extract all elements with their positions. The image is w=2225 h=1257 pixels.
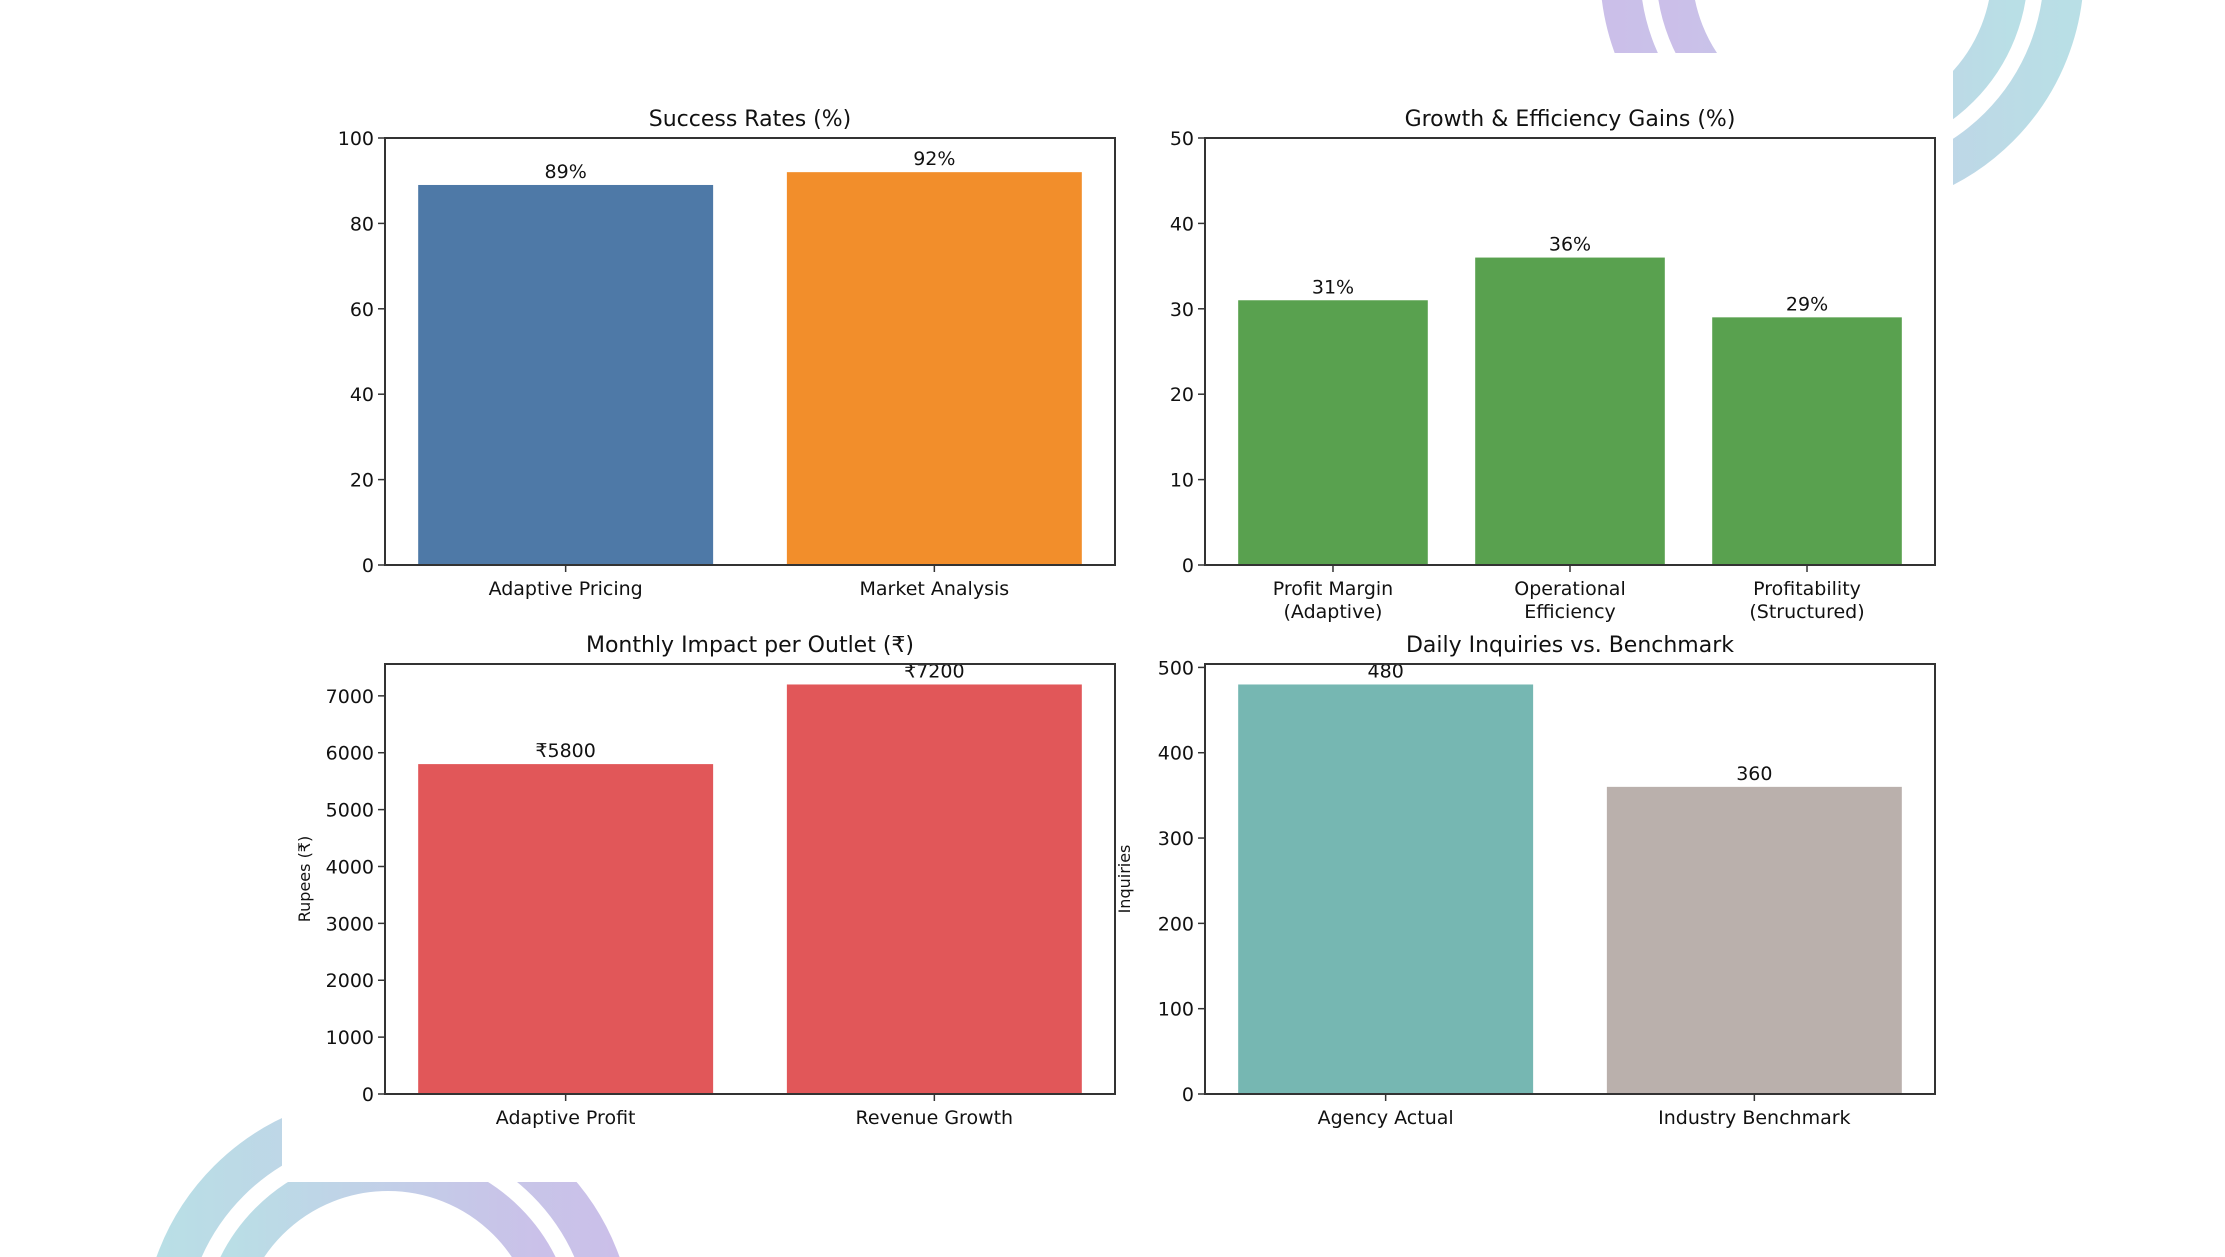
axes-frame [384, 663, 1116, 1095]
bar-value-label: 29% [1786, 293, 1828, 315]
bar-value-label: ₹5800 [535, 740, 595, 762]
y-tick-label: 300 [1158, 828, 1194, 850]
bar [418, 764, 714, 1094]
y-tick-label: 6000 [326, 743, 374, 765]
y-tick-label: 200 [1158, 913, 1194, 935]
chart-title: Success Rates (%) [649, 107, 852, 132]
bar-value-label: 31% [1312, 276, 1354, 298]
y-tick-label: 20 [350, 470, 374, 492]
bar [1606, 786, 1902, 1094]
bar [1475, 257, 1665, 565]
y-tick-label: 0 [362, 1084, 374, 1106]
y-tick-label: 400 [1158, 743, 1194, 765]
x-tick-label: Profit Margin (Adaptive) [1273, 578, 1394, 623]
bar [786, 684, 1082, 1094]
x-tick-label: Revenue Growth [856, 1107, 1014, 1129]
y-tick-label: 60 [350, 299, 374, 321]
x-tick-label: Operational Efficiency [1514, 578, 1625, 623]
bar-value-label: 480 [1368, 660, 1404, 682]
axes-frame [1204, 663, 1936, 1095]
bar-value-label: 36% [1549, 234, 1591, 256]
y-tick-label: 5000 [326, 800, 374, 822]
y-axis-label: Rupees (₹) [295, 836, 314, 922]
y-tick-label: 80 [350, 213, 374, 235]
x-tick-label: Industry Benchmark [1658, 1107, 1850, 1129]
y-axis-label: Inquiries [1115, 845, 1134, 914]
chart-success-rates: 89% 92% 0 20 40 60 80 100 Adaptive Pricing Market… [338, 107, 1116, 600]
chart-title: Daily Inquiries vs. Benchmark [1406, 633, 1734, 658]
y-tick-label: 40 [350, 384, 374, 406]
bar [1712, 317, 1902, 565]
chart-growth-efficiency: 31% 36% 29% 0 10 20 30 40 50 Profit Margin (Adapti… [1170, 107, 1936, 623]
y-tick-label: 10 [1170, 470, 1194, 492]
y-tick-label: 0 [362, 555, 374, 577]
y-tick-label: 40 [1170, 213, 1194, 235]
bar [1238, 684, 1534, 1094]
chart-daily-inquiries: 480 360 0 100 200 300 400 500 Agency Actual Indus… [1115, 633, 1936, 1129]
bar-value-label: ₹7200 [904, 660, 964, 682]
y-tick-label: 20 [1170, 384, 1194, 406]
y-tick-label: 100 [338, 128, 374, 150]
x-tick-label: Adaptive Profit [496, 1107, 636, 1129]
x-tick-label: Market Analysis [860, 578, 1010, 600]
y-tick-label: 100 [1158, 999, 1194, 1021]
y-tick-label: 500 [1158, 657, 1194, 679]
y-tick-label: 2000 [326, 970, 374, 992]
x-tick-label: Profitability (Structured) [1749, 578, 1864, 623]
y-tick-label: 7000 [326, 686, 374, 708]
chart-monthly-impact: ₹5800 ₹7200 0 1000 2000 3000 4000 5000 6000 7000 A… [295, 633, 1116, 1129]
x-tick-label: Agency Actual [1318, 1107, 1454, 1129]
axes-frame [384, 137, 1116, 566]
y-tick-label: 0 [1182, 555, 1194, 577]
bar [786, 172, 1082, 565]
y-tick-label: 4000 [326, 856, 374, 878]
y-tick-label: 0 [1182, 1084, 1194, 1106]
bar-value-label: 89% [545, 161, 587, 183]
bar [1238, 300, 1428, 565]
bar [418, 184, 714, 565]
chart-title: Growth & Efficiency Gains (%) [1405, 107, 1736, 132]
y-tick-label: 1000 [326, 1027, 374, 1049]
bar-value-label: 92% [913, 148, 955, 170]
y-tick-label: 30 [1170, 299, 1194, 321]
bar-value-label: 360 [1736, 763, 1772, 785]
y-tick-label: 3000 [326, 913, 374, 935]
x-tick-label: Adaptive Pricing [489, 578, 643, 600]
y-tick-label: 50 [1170, 128, 1194, 150]
chart-title: Monthly Impact per Outlet (₹) [586, 633, 914, 658]
